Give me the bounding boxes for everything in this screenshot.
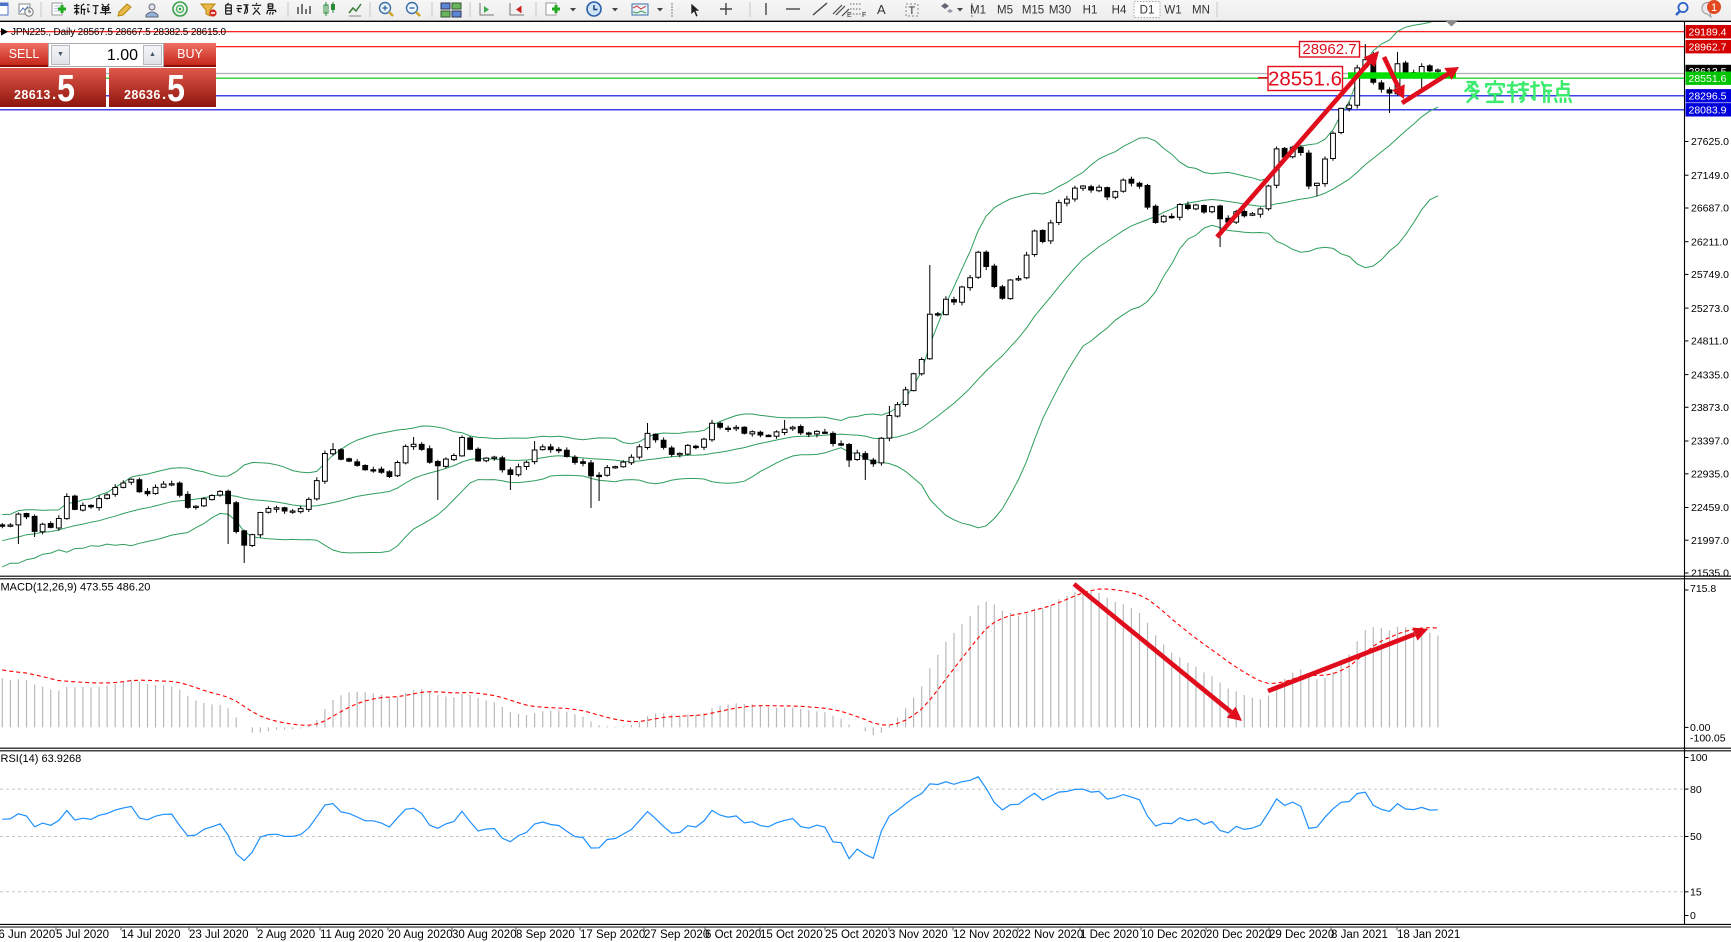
svg-text:22459.0: 22459.0 — [1691, 502, 1729, 514]
svg-text:8 Sep 2020: 8 Sep 2020 — [516, 929, 575, 941]
svg-text:28083.9: 28083.9 — [1689, 105, 1727, 117]
svg-text:23 Jul 2020: 23 Jul 2020 — [189, 929, 248, 941]
svg-text:50: 50 — [1690, 831, 1702, 843]
svg-text:8 Jan 2021: 8 Jan 2021 — [1331, 929, 1388, 941]
svg-text:D1: D1 — [1140, 5, 1155, 17]
svg-text:23397.0: 23397.0 — [1691, 436, 1729, 448]
svg-text:W1: W1 — [1164, 5, 1181, 17]
svg-text:28962.7: 28962.7 — [1689, 41, 1727, 53]
svg-text:18 Jan 2021: 18 Jan 2021 — [1397, 929, 1460, 941]
svg-text:15: 15 — [1690, 887, 1702, 899]
svg-text:20 Aug 2020: 20 Aug 2020 — [388, 929, 453, 941]
svg-text:22935.0: 22935.0 — [1691, 469, 1729, 481]
svg-text:28551.6: 28551.6 — [1689, 73, 1727, 85]
svg-text:15 Oct 2020: 15 Oct 2020 — [760, 929, 823, 941]
svg-text:M15: M15 — [1022, 5, 1044, 17]
svg-text:12 Nov 2020: 12 Nov 2020 — [953, 929, 1018, 941]
svg-text:1: 1 — [1711, 2, 1717, 14]
svg-text:14 Jul 2020: 14 Jul 2020 — [121, 929, 180, 941]
svg-text:21997.0: 21997.0 — [1691, 535, 1729, 547]
svg-text:715.8: 715.8 — [1690, 583, 1716, 595]
svg-text:27149.0: 27149.0 — [1691, 170, 1729, 182]
svg-text:M30: M30 — [1049, 5, 1071, 17]
svg-text:27625.0: 27625.0 — [1691, 136, 1729, 148]
svg-text:5 Jul 2020: 5 Jul 2020 — [56, 929, 109, 941]
svg-text:28296.5: 28296.5 — [1689, 91, 1727, 103]
svg-text:M5: M5 — [997, 5, 1013, 17]
svg-text:0: 0 — [1690, 910, 1696, 922]
svg-text:1 Dec 2020: 1 Dec 2020 — [1080, 929, 1139, 941]
svg-text:MACD(12,26,9) 473.55 486.20: MACD(12,26,9) 473.55 486.20 — [1, 582, 151, 594]
svg-text:28962.7: 28962.7 — [1302, 41, 1356, 58]
svg-text:23873.0: 23873.0 — [1691, 402, 1729, 414]
svg-text:F: F — [862, 12, 866, 19]
svg-text:24335.0: 24335.0 — [1691, 369, 1729, 381]
svg-text:28551.6: 28551.6 — [1268, 68, 1342, 91]
svg-text:26687.0: 26687.0 — [1691, 203, 1729, 215]
svg-text:A: A — [877, 2, 886, 17]
svg-text:100: 100 — [1690, 752, 1708, 764]
svg-text:H4: H4 — [1112, 5, 1127, 17]
svg-text:JPN225., Daily 28567.5 28667.: JPN225., Daily 28567.5 28667.5 28382.5 2… — [11, 27, 227, 38]
svg-text:T: T — [909, 5, 916, 17]
svg-text:80: 80 — [1690, 784, 1702, 796]
svg-text:22 Nov 2020: 22 Nov 2020 — [1018, 929, 1083, 941]
svg-text:24811.0: 24811.0 — [1691, 336, 1728, 348]
svg-text:27 Sep 2020: 27 Sep 2020 — [644, 929, 709, 941]
svg-text:11 Aug 2020: 11 Aug 2020 — [320, 929, 384, 941]
svg-text:M1: M1 — [970, 5, 986, 17]
svg-text:21535.0: 21535.0 — [1691, 568, 1729, 580]
svg-text:H1: H1 — [1083, 5, 1098, 17]
svg-text:0.00: 0.00 — [1690, 722, 1711, 734]
svg-text:3 Nov 2020: 3 Nov 2020 — [889, 929, 948, 941]
svg-text:25749.0: 25749.0 — [1691, 269, 1729, 281]
svg-text:29 Dec 2020: 29 Dec 2020 — [1269, 929, 1334, 941]
svg-text:17 Sep 2020: 17 Sep 2020 — [580, 929, 645, 941]
svg-text:26211.0: 26211.0 — [1691, 236, 1728, 248]
svg-text:-100.05: -100.05 — [1690, 733, 1726, 745]
svg-text:E: E — [847, 12, 852, 19]
svg-text:29189.4: 29189.4 — [1689, 26, 1727, 38]
svg-text:30 Aug 2020: 30 Aug 2020 — [452, 929, 517, 941]
svg-text:25273.0: 25273.0 — [1691, 303, 1729, 315]
svg-text:2 Aug 2020: 2 Aug 2020 — [257, 929, 315, 941]
svg-text:6 Oct 2020: 6 Oct 2020 — [705, 929, 761, 941]
svg-text:25 Oct 2020: 25 Oct 2020 — [825, 929, 888, 941]
svg-text:26 Jun 2020: 26 Jun 2020 — [0, 929, 55, 941]
svg-text:RSI(14) 63.9268: RSI(14) 63.9268 — [1, 753, 82, 765]
svg-text:MN: MN — [1192, 5, 1210, 17]
svg-text:20 Dec 2020: 20 Dec 2020 — [1206, 929, 1271, 941]
svg-text:10 Dec 2020: 10 Dec 2020 — [1141, 929, 1206, 941]
